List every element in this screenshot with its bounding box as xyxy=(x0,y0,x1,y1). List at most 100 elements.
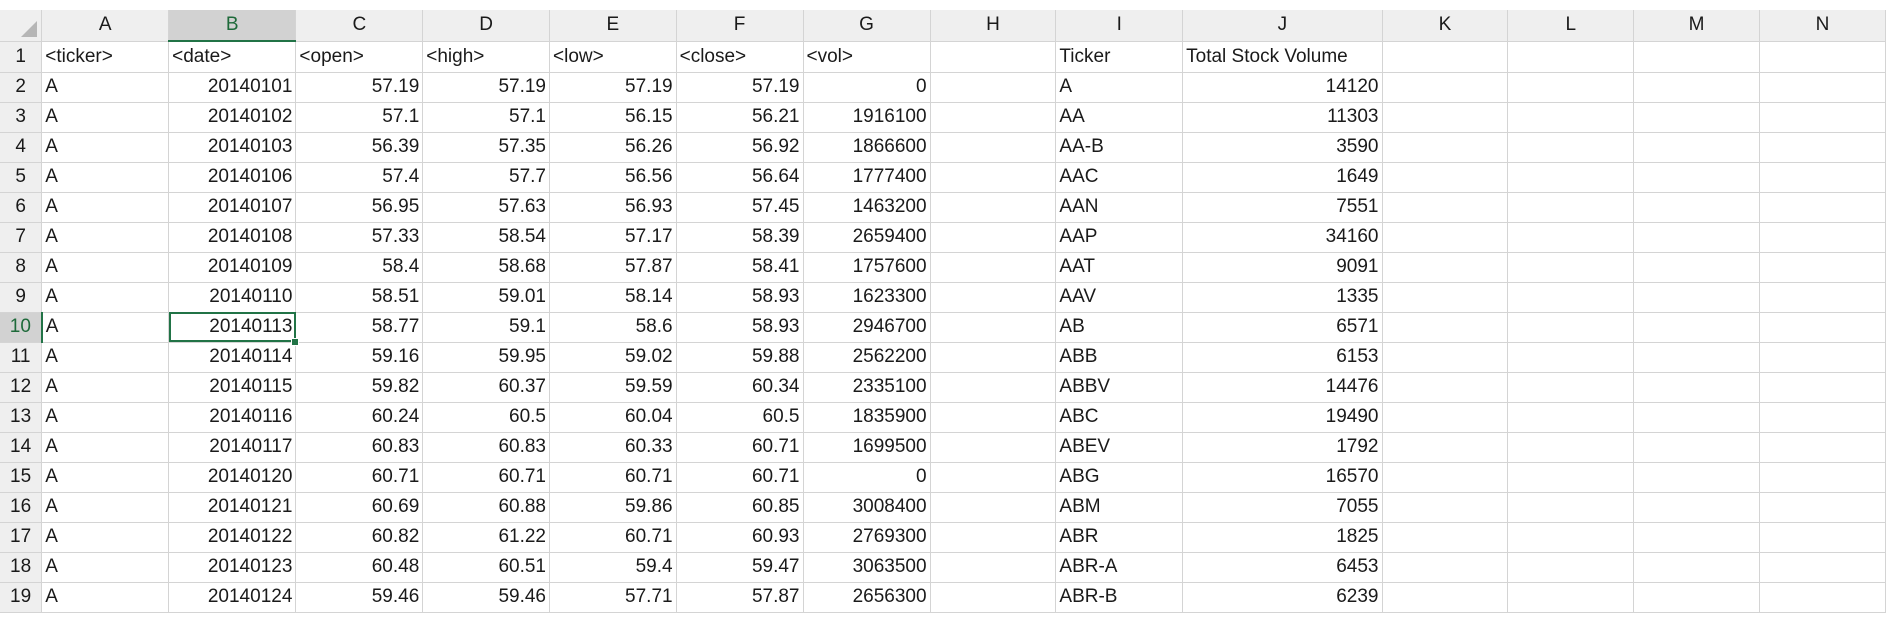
cell-i7[interactable]: AAP xyxy=(1055,222,1184,253)
cell-k13[interactable] xyxy=(1382,402,1509,433)
cell-k5[interactable] xyxy=(1382,162,1509,193)
cell-m4[interactable] xyxy=(1633,132,1761,163)
select-all-button[interactable] xyxy=(0,10,43,42)
cell-b18[interactable]: 20140123 xyxy=(168,552,297,583)
cell-k15[interactable] xyxy=(1382,462,1509,493)
cell-a6[interactable]: A xyxy=(41,192,170,223)
cell-d15[interactable]: 60.71 xyxy=(422,462,550,493)
cell-l6[interactable] xyxy=(1507,192,1635,223)
cell-l10[interactable] xyxy=(1507,312,1635,343)
cell-j11[interactable]: 6153 xyxy=(1182,342,1383,373)
cell-l18[interactable] xyxy=(1507,552,1635,583)
column-header-n[interactable]: N xyxy=(1759,10,1886,42)
cell-g8[interactable]: 1757600 xyxy=(803,252,931,283)
cell-g10[interactable]: 2946700 xyxy=(803,312,931,343)
cell-n16[interactable] xyxy=(1759,492,1886,523)
cell-m19[interactable] xyxy=(1633,582,1761,613)
cell-d18[interactable]: 60.51 xyxy=(422,552,550,583)
row-header-12[interactable]: 12 xyxy=(0,372,43,403)
cell-i5[interactable]: AAC xyxy=(1055,162,1184,193)
cell-b19[interactable]: 20140124 xyxy=(168,582,297,613)
cell-j6[interactable]: 7551 xyxy=(1182,192,1383,223)
cell-e9[interactable]: 58.14 xyxy=(549,282,677,313)
cell-n4[interactable] xyxy=(1759,132,1886,163)
cell-e14[interactable]: 60.33 xyxy=(549,432,677,463)
cell-a17[interactable]: A xyxy=(41,522,170,553)
cell-i6[interactable]: AAN xyxy=(1055,192,1184,223)
cell-f1[interactable]: <close> xyxy=(676,41,804,73)
cell-d10[interactable]: 59.1 xyxy=(422,312,550,343)
cell-k16[interactable] xyxy=(1382,492,1509,523)
cell-m12[interactable] xyxy=(1633,372,1761,403)
cell-k18[interactable] xyxy=(1382,552,1509,583)
cell-d17[interactable]: 61.22 xyxy=(422,522,550,553)
cell-b11[interactable]: 20140114 xyxy=(168,342,297,373)
cell-e7[interactable]: 57.17 xyxy=(549,222,677,253)
cell-c6[interactable]: 56.95 xyxy=(295,192,424,223)
cell-d3[interactable]: 57.1 xyxy=(422,102,550,133)
cell-g1[interactable]: <vol> xyxy=(803,41,931,73)
cell-i1[interactable]: Ticker xyxy=(1055,41,1184,73)
cell-k14[interactable] xyxy=(1382,432,1509,463)
cell-e17[interactable]: 60.71 xyxy=(549,522,677,553)
cell-a13[interactable]: A xyxy=(41,402,170,433)
cell-n1[interactable] xyxy=(1759,41,1886,73)
cell-c10[interactable]: 58.77 xyxy=(295,312,424,343)
cell-k1[interactable] xyxy=(1382,41,1509,73)
cell-i10[interactable]: AB xyxy=(1055,312,1184,343)
cell-g13[interactable]: 1835900 xyxy=(803,402,931,433)
cell-i18[interactable]: ABR-A xyxy=(1055,552,1184,583)
cell-n12[interactable] xyxy=(1759,372,1886,403)
cell-e8[interactable]: 57.87 xyxy=(549,252,677,283)
cell-m8[interactable] xyxy=(1633,252,1761,283)
cell-l9[interactable] xyxy=(1507,282,1635,313)
cell-j17[interactable]: 1825 xyxy=(1182,522,1383,553)
cell-e16[interactable]: 59.86 xyxy=(549,492,677,523)
cell-g19[interactable]: 2656300 xyxy=(803,582,931,613)
cell-h8[interactable] xyxy=(930,252,1057,283)
cell-k8[interactable] xyxy=(1382,252,1509,283)
cell-b4[interactable]: 20140103 xyxy=(168,132,297,163)
cell-l4[interactable] xyxy=(1507,132,1635,163)
cell-f11[interactable]: 59.88 xyxy=(676,342,804,373)
column-header-c[interactable]: C xyxy=(295,10,424,42)
cell-a18[interactable]: A xyxy=(41,552,170,583)
cell-i14[interactable]: ABEV xyxy=(1055,432,1184,463)
cell-h10[interactable] xyxy=(930,312,1057,343)
cell-e2[interactable]: 57.19 xyxy=(549,72,677,103)
cell-i19[interactable]: ABR-B xyxy=(1055,582,1184,613)
cell-n15[interactable] xyxy=(1759,462,1886,493)
cell-l11[interactable] xyxy=(1507,342,1635,373)
cell-g16[interactable]: 3008400 xyxy=(803,492,931,523)
cell-m2[interactable] xyxy=(1633,72,1761,103)
column-header-h[interactable]: H xyxy=(930,10,1057,42)
cell-b8[interactable]: 20140109 xyxy=(168,252,297,283)
row-header-14[interactable]: 14 xyxy=(0,432,43,463)
cell-m15[interactable] xyxy=(1633,462,1761,493)
cell-f19[interactable]: 57.87 xyxy=(676,582,804,613)
cell-g9[interactable]: 1623300 xyxy=(803,282,931,313)
cell-n5[interactable] xyxy=(1759,162,1886,193)
cell-m5[interactable] xyxy=(1633,162,1761,193)
cell-b15[interactable]: 20140120 xyxy=(168,462,297,493)
cell-b1[interactable]: <date> xyxy=(168,41,297,73)
cell-h17[interactable] xyxy=(930,522,1057,553)
cell-i13[interactable]: ABC xyxy=(1055,402,1184,433)
row-header-2[interactable]: 2 xyxy=(0,72,43,103)
cell-l17[interactable] xyxy=(1507,522,1635,553)
row-header-17[interactable]: 17 xyxy=(0,522,43,553)
cell-f7[interactable]: 58.39 xyxy=(676,222,804,253)
cell-n19[interactable] xyxy=(1759,582,1886,613)
cell-c15[interactable]: 60.71 xyxy=(295,462,424,493)
cell-c13[interactable]: 60.24 xyxy=(295,402,424,433)
cell-c7[interactable]: 57.33 xyxy=(295,222,424,253)
cell-a14[interactable]: A xyxy=(41,432,170,463)
cell-b13[interactable]: 20140116 xyxy=(168,402,297,433)
cell-j1[interactable]: Total Stock Volume xyxy=(1182,41,1383,73)
cell-k6[interactable] xyxy=(1382,192,1509,223)
cell-h2[interactable] xyxy=(930,72,1057,103)
cell-m1[interactable] xyxy=(1633,41,1761,73)
cell-c16[interactable]: 60.69 xyxy=(295,492,424,523)
cell-f18[interactable]: 59.47 xyxy=(676,552,804,583)
cell-n10[interactable] xyxy=(1759,312,1886,343)
